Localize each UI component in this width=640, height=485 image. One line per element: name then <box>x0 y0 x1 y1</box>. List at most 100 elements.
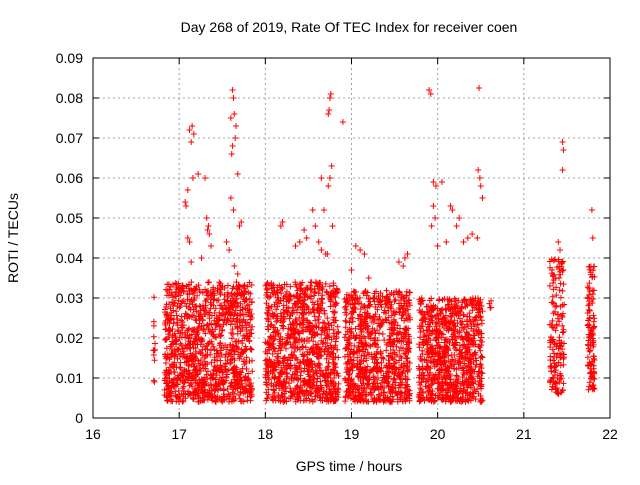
data-point <box>191 353 198 360</box>
data-point <box>343 291 350 298</box>
data-point <box>248 299 255 306</box>
data-point <box>171 361 178 368</box>
data-point <box>307 377 314 384</box>
data-point <box>391 338 398 345</box>
data-point <box>230 331 237 338</box>
data-point <box>208 359 215 366</box>
data-point <box>357 366 364 373</box>
data-point <box>275 382 282 389</box>
data-point <box>170 340 177 347</box>
data-point <box>396 305 403 312</box>
data-point <box>280 325 287 332</box>
data-point <box>330 386 337 393</box>
data-point <box>321 328 328 335</box>
data-point <box>398 338 405 345</box>
data-point <box>265 364 272 371</box>
data-point <box>264 286 271 293</box>
data-point <box>388 319 395 326</box>
data-point <box>391 297 398 304</box>
data-point <box>232 307 239 314</box>
data-point <box>378 368 385 375</box>
data-point <box>242 343 249 350</box>
data-point <box>197 350 204 357</box>
data-point <box>224 289 231 296</box>
data-point <box>192 385 199 392</box>
data-point <box>388 301 395 308</box>
data-point <box>199 313 206 320</box>
data-point <box>319 283 326 290</box>
data-point <box>345 300 352 307</box>
data-point <box>268 380 275 387</box>
data-point <box>227 341 234 348</box>
data-point <box>366 303 373 310</box>
data-point <box>150 322 157 329</box>
data-point <box>264 350 271 357</box>
data-point <box>318 331 325 338</box>
data-point <box>394 392 401 399</box>
data-point <box>163 345 170 352</box>
data-point <box>188 279 195 286</box>
data-point <box>332 360 339 367</box>
data-point <box>346 387 353 394</box>
data-point <box>388 290 395 297</box>
data-point <box>366 369 373 376</box>
data-point <box>213 313 220 320</box>
data-point <box>377 396 384 403</box>
data-point <box>385 378 392 385</box>
data-point <box>225 351 232 358</box>
data-point <box>229 285 236 292</box>
data-point <box>377 298 384 305</box>
data-point <box>313 370 320 377</box>
data-point <box>277 370 284 377</box>
data-point <box>362 341 369 348</box>
data-point <box>395 330 402 337</box>
data-point <box>271 358 278 365</box>
data-point <box>240 332 247 339</box>
data-point <box>216 342 223 349</box>
data-point <box>270 344 277 351</box>
data-point <box>306 384 313 391</box>
data-point <box>374 306 381 313</box>
data-point <box>371 298 378 305</box>
data-point <box>189 301 196 308</box>
data-point <box>212 320 219 327</box>
data-point <box>322 367 329 374</box>
data-point <box>262 282 269 289</box>
data-point <box>289 320 296 327</box>
data-point <box>265 374 272 381</box>
data-point <box>330 350 337 357</box>
data-point <box>273 287 280 294</box>
data-point <box>332 338 339 345</box>
x-tick-label: 22 <box>602 426 618 442</box>
data-point <box>238 380 245 387</box>
y-tick-label: 0.09 <box>56 50 83 66</box>
data-point <box>321 348 328 355</box>
data-point <box>243 324 250 331</box>
data-point <box>344 379 351 386</box>
data-point <box>269 351 276 358</box>
data-point <box>208 338 215 345</box>
data-point <box>389 393 396 400</box>
data-point <box>397 306 404 313</box>
data-point <box>322 335 329 342</box>
data-point <box>394 291 401 298</box>
x-tick-label: 21 <box>516 426 532 442</box>
data-point <box>390 347 397 354</box>
data-point <box>393 309 400 316</box>
data-point <box>287 357 294 364</box>
data-point <box>342 317 349 324</box>
data-point <box>189 369 196 376</box>
data-point <box>173 286 180 293</box>
data-point <box>316 307 323 314</box>
data-point <box>360 348 367 355</box>
data-point <box>215 387 222 394</box>
data-point <box>207 347 214 354</box>
data-point <box>247 397 254 404</box>
data-point <box>358 300 365 307</box>
data-point <box>243 327 250 334</box>
data-point <box>222 311 229 318</box>
data-point <box>477 360 484 367</box>
data-point <box>391 360 398 367</box>
data-point <box>225 309 232 316</box>
data-point <box>335 329 342 336</box>
